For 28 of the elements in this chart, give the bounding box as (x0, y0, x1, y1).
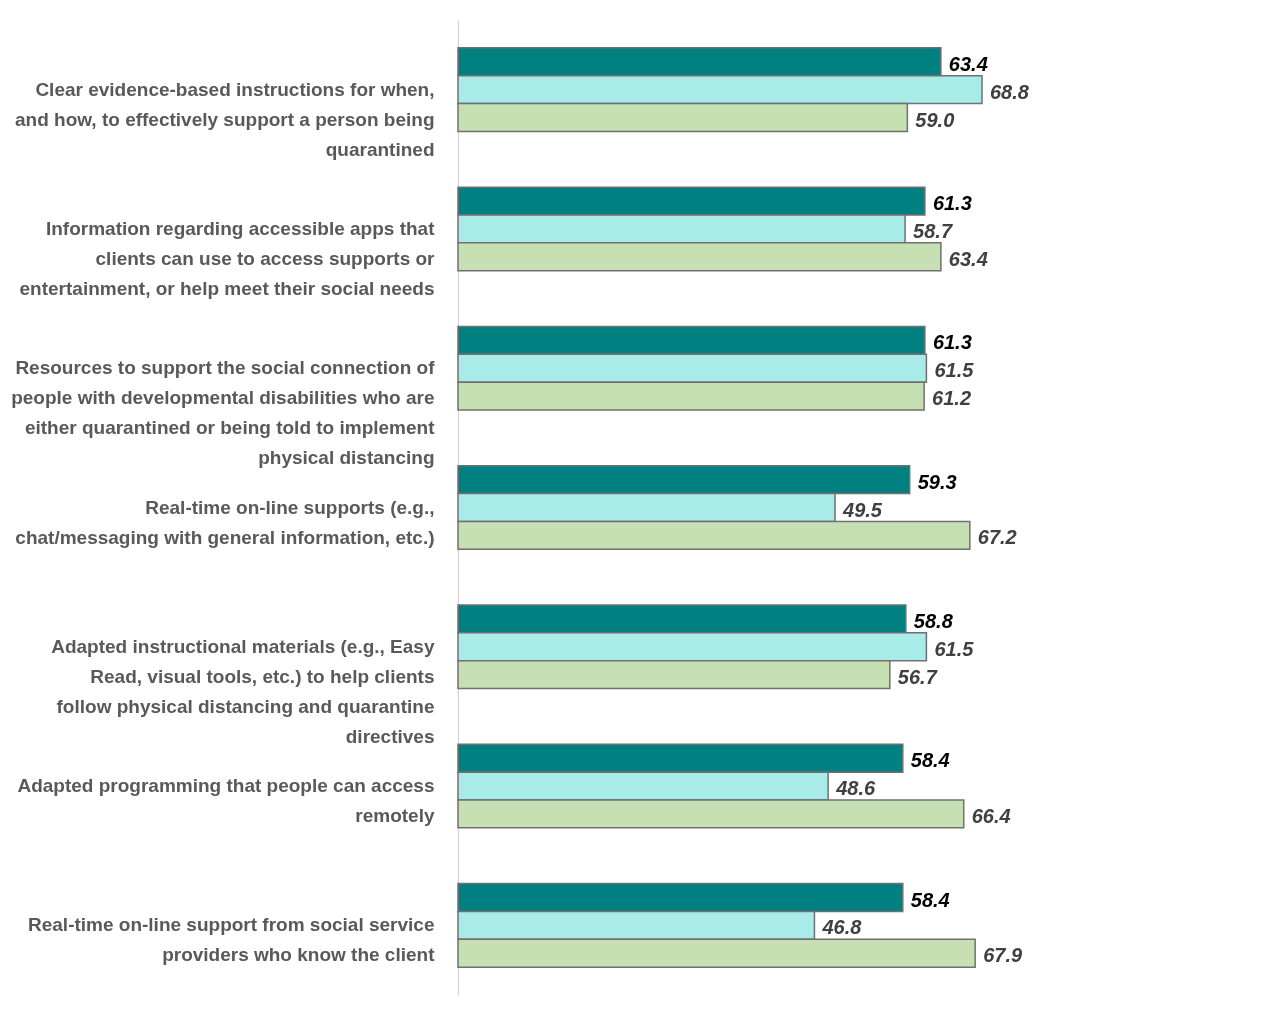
data-label: 63.4 (948, 247, 988, 270)
data-label: 59.0 (915, 108, 955, 131)
data-label: 58.4 (910, 749, 950, 772)
data-label: 58.8 (913, 609, 954, 632)
data-label: 59.3 (917, 470, 957, 493)
y-tick-label: Resources to support the social connection of people with developmental disabilities who are either quarantined or being told to implement physical distancing (11, 357, 436, 469)
data-label: 67.9 (983, 944, 1023, 967)
data-label: 46.8 (821, 916, 863, 939)
data-label: 58.7 (913, 219, 953, 242)
data-label: 56.7 (897, 665, 938, 688)
data-label: 68.8 (990, 80, 1030, 103)
y-tick-label: Information regarding accessible apps that clients can use to access supports or entertainment, or help meet their social needs (19, 217, 436, 299)
data-label: 49.5 (842, 498, 883, 521)
y-tick-label: Real-time on-line supports (e.g., chat/messaging with general information, etc.) (15, 496, 435, 548)
data-label: 61.3 (932, 331, 972, 354)
y-tick-label: Clear evidence-based instructions for when, and how, to effectively support a person being quarantined (15, 78, 435, 160)
y-tick-label: Adapted instructional materials (e.g., Easy Read, visual tools, etc.) to help clients follow physical distancing and quarantine directives (51, 635, 435, 747)
data-label: 48.6 (835, 777, 876, 800)
data-label: 58.4 (910, 888, 950, 911)
y-tick-label: Adapted programming that people can access remotely (17, 775, 435, 827)
data-label: 61.3 (932, 192, 972, 215)
data-label: 67.2 (977, 526, 1017, 549)
data-label: 66.4 (971, 804, 1011, 827)
data-label: 61.2 (932, 387, 972, 410)
data-label: 61.5 (934, 359, 975, 382)
data-label: 61.5 (934, 637, 975, 660)
data-label: 63.4 (948, 52, 988, 75)
y-tick-label: Real-time on-line support from social service providers who know the client (28, 914, 436, 966)
